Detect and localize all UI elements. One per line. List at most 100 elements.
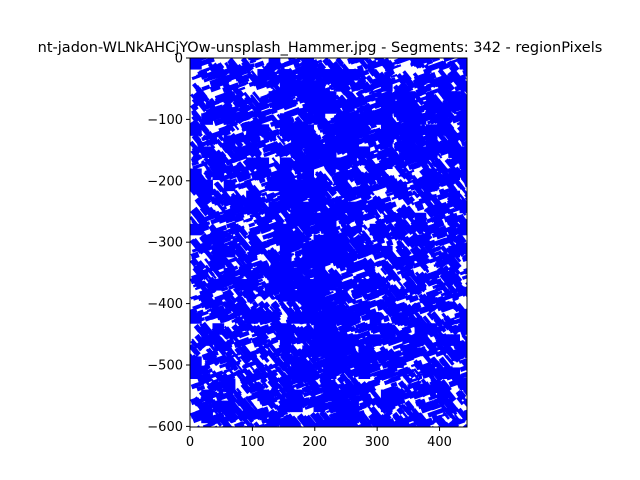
segment-line (204, 338, 217, 352)
segment-line (281, 136, 292, 143)
segment-line (454, 356, 465, 362)
segment-line (459, 208, 467, 216)
segment-line (249, 103, 257, 112)
segment-line (267, 80, 276, 90)
segment-line (192, 226, 210, 235)
segment-line (215, 165, 226, 172)
segment-line (296, 200, 304, 209)
segment-line (338, 264, 346, 272)
segment-line (467, 182, 478, 186)
segment-line (263, 65, 273, 71)
segment-line (460, 329, 467, 337)
segment-line (227, 415, 237, 422)
segment-line (468, 107, 483, 112)
segment-line (282, 84, 300, 96)
segment-line (417, 89, 427, 97)
segment-line (360, 333, 367, 340)
segment-line (192, 82, 204, 96)
segment-line (214, 239, 222, 247)
segment-line (448, 419, 466, 427)
segment-line (469, 409, 478, 421)
segment-line (392, 99, 406, 109)
segment-line (369, 138, 377, 146)
segment-line (469, 301, 476, 303)
segment-line (456, 292, 464, 298)
segment-line (263, 304, 271, 313)
segment-line (448, 317, 456, 324)
segment-line (226, 248, 235, 254)
segment-line (226, 221, 237, 229)
segment-line (234, 131, 246, 141)
segment-line (295, 202, 305, 213)
segment-block (347, 113, 359, 125)
segment-line (433, 221, 441, 227)
segment-line (466, 210, 467, 212)
segment-line (282, 338, 291, 348)
segment-line (470, 312, 475, 314)
segment-line (413, 286, 422, 295)
segment-line (217, 338, 235, 350)
segment-line (315, 293, 324, 301)
segment-line (370, 94, 387, 102)
segment-line (321, 352, 332, 360)
segment-line (228, 92, 237, 102)
segment-line (463, 381, 467, 389)
segment-line (207, 416, 223, 427)
segment-line (256, 388, 263, 396)
segment-line (211, 308, 222, 315)
segment-line (190, 346, 199, 357)
segment-line (470, 350, 479, 353)
segment-line (279, 346, 292, 359)
segment-line (453, 273, 463, 283)
segment-line (374, 211, 381, 219)
segment-line (378, 299, 395, 309)
segment-line (218, 358, 227, 365)
segment-line (453, 335, 462, 345)
segment-line (425, 418, 439, 427)
segment-line (413, 413, 421, 421)
segment-line (407, 416, 416, 423)
segment-line (293, 89, 301, 97)
segment-line (193, 313, 203, 321)
segment-line (413, 222, 421, 230)
segment-line (372, 315, 380, 325)
segment-line (468, 306, 482, 311)
segment-line (281, 129, 300, 141)
segment-line (325, 180, 333, 187)
segment-line (288, 90, 295, 95)
segment-line (240, 383, 251, 395)
segment-line (190, 186, 198, 196)
segment-line (251, 75, 263, 82)
segment-block (223, 400, 236, 413)
segment-line (366, 423, 374, 427)
segment-line (446, 230, 461, 239)
segment-line (324, 322, 335, 334)
segment-line (381, 331, 397, 342)
segment-line (196, 72, 203, 78)
segment-line (457, 426, 461, 427)
segment-line (238, 263, 250, 272)
segment-line (235, 387, 242, 395)
segment-line (303, 217, 311, 224)
segment-line (406, 377, 413, 382)
segment-line (362, 123, 372, 134)
segment-line (224, 360, 241, 370)
segment-line (454, 82, 467, 92)
segment-line (314, 417, 333, 427)
segment-line (470, 426, 473, 430)
segment-line (264, 150, 275, 157)
segment-line (401, 204, 409, 212)
segment-line (346, 123, 359, 137)
segment-line (371, 107, 386, 117)
segment-line (214, 246, 221, 254)
segment-line (466, 344, 467, 346)
segment-line (383, 225, 391, 232)
segment-line (271, 412, 285, 421)
segment-line (261, 191, 268, 197)
segment-line (215, 262, 226, 271)
segment-line (232, 432, 240, 442)
segment-line (190, 93, 201, 106)
segment-block (302, 58, 315, 70)
segment-line (462, 398, 467, 408)
segment-line (346, 268, 354, 273)
